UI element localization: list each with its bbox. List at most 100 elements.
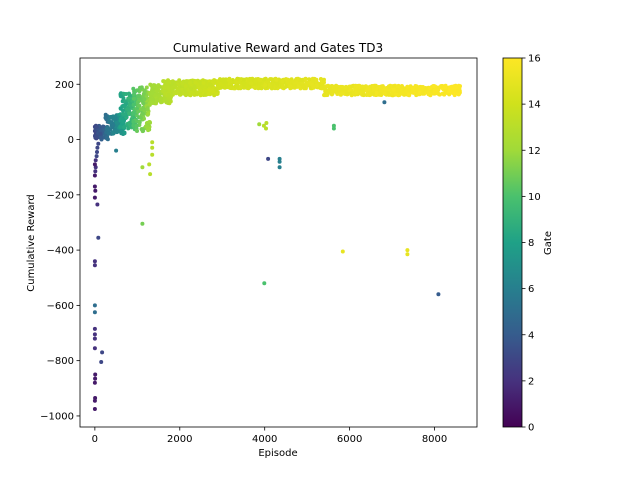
- data-point: [131, 111, 136, 116]
- x-tick-label: 4000: [252, 434, 277, 445]
- data-point: [418, 85, 422, 90]
- data-point: [118, 94, 123, 99]
- data-point: [323, 89, 328, 94]
- data-point: [200, 84, 205, 89]
- data-point: [148, 172, 153, 177]
- data-point: [154, 101, 158, 106]
- data-point: [382, 91, 387, 96]
- data-point: [145, 125, 149, 129]
- y-axis-ticks: −1000 −800 −600 −400 −200 0 200: [40, 80, 80, 422]
- data-point: [142, 97, 147, 102]
- data-point: [177, 90, 182, 95]
- data-point: [93, 158, 98, 163]
- data-point: [92, 173, 97, 178]
- data-point: [218, 85, 223, 90]
- data-point: [337, 87, 342, 92]
- data-point: [214, 92, 219, 96]
- data-point: [203, 89, 208, 94]
- data-point: [207, 82, 212, 87]
- colorbar-tick-label: 8: [528, 238, 534, 249]
- data-point: [264, 121, 269, 125]
- data-point: [180, 81, 185, 86]
- data-point: [223, 80, 228, 85]
- data-point: [227, 76, 232, 81]
- data-point: [166, 86, 171, 91]
- data-point: [390, 90, 395, 95]
- data-point: [95, 145, 100, 150]
- data-point: [349, 84, 354, 89]
- data-point: [122, 104, 127, 109]
- data-point: [98, 135, 103, 140]
- data-point: [285, 80, 290, 85]
- data-point: [193, 80, 198, 85]
- data-point: [253, 79, 258, 84]
- x-axis-ticks: 0 2000 4000 6000 8000: [92, 427, 447, 445]
- data-point: [361, 92, 366, 97]
- y-tick-label: −600: [47, 301, 74, 312]
- x-tick-label: 0: [92, 434, 98, 445]
- data-point: [142, 88, 147, 93]
- data-point: [135, 129, 139, 133]
- data-point: [192, 87, 197, 92]
- colorbar-tick-label: 6: [528, 284, 534, 295]
- data-point: [432, 84, 437, 89]
- data-point: [212, 78, 217, 83]
- data-point: [238, 84, 243, 89]
- data-point: [311, 78, 316, 83]
- colorbar-tick-label: 12: [528, 146, 541, 157]
- data-point: [382, 100, 387, 105]
- x-axis-label: Episode: [258, 448, 297, 459]
- data-point: [201, 81, 206, 85]
- y-tick-label: 200: [55, 80, 74, 91]
- data-point: [140, 165, 145, 170]
- data-point: [161, 79, 166, 84]
- data-point: [391, 84, 396, 89]
- data-point: [157, 93, 162, 98]
- data-point: [340, 249, 345, 254]
- data-point: [225, 85, 229, 90]
- data-point: [155, 89, 160, 93]
- colorbar-tick-label: 10: [528, 192, 541, 203]
- data-point: [241, 77, 246, 82]
- data-point: [165, 81, 170, 86]
- data-point: [311, 84, 316, 89]
- data-point: [135, 100, 140, 105]
- data-point: [127, 93, 132, 98]
- data-point: [405, 248, 410, 253]
- data-point: [131, 102, 136, 107]
- data-point: [343, 85, 348, 90]
- data-point: [206, 91, 211, 96]
- data-point: [122, 125, 126, 130]
- data-point: [92, 162, 97, 167]
- data-point: [322, 86, 327, 91]
- data-point: [144, 85, 149, 90]
- data-point: [277, 156, 282, 161]
- scatter-points: [92, 76, 462, 411]
- colorbar-tick-label: 4: [528, 330, 534, 341]
- data-point: [266, 156, 271, 161]
- data-point: [95, 202, 100, 207]
- data-point: [391, 87, 396, 92]
- data-point: [121, 108, 125, 113]
- data-point: [262, 77, 267, 82]
- colorbar-ticks: 0 2 4 6 8 10 12 14 16: [522, 54, 541, 434]
- data-point: [195, 90, 200, 95]
- colorbar-gradient: [502, 57, 523, 428]
- data-point: [173, 83, 178, 88]
- data-point: [378, 85, 383, 90]
- data-point: [146, 112, 151, 116]
- data-point: [141, 91, 146, 96]
- data-point: [92, 303, 97, 308]
- data-point: [235, 76, 240, 81]
- data-point: [277, 165, 282, 170]
- data-point: [322, 77, 326, 82]
- data-point: [300, 78, 305, 83]
- data-point: [413, 84, 418, 88]
- data-point: [138, 107, 143, 112]
- data-point: [259, 86, 264, 91]
- data-point: [136, 94, 141, 99]
- data-point: [257, 81, 262, 86]
- data-point: [176, 87, 181, 91]
- data-point: [356, 89, 361, 94]
- data-point: [127, 111, 132, 116]
